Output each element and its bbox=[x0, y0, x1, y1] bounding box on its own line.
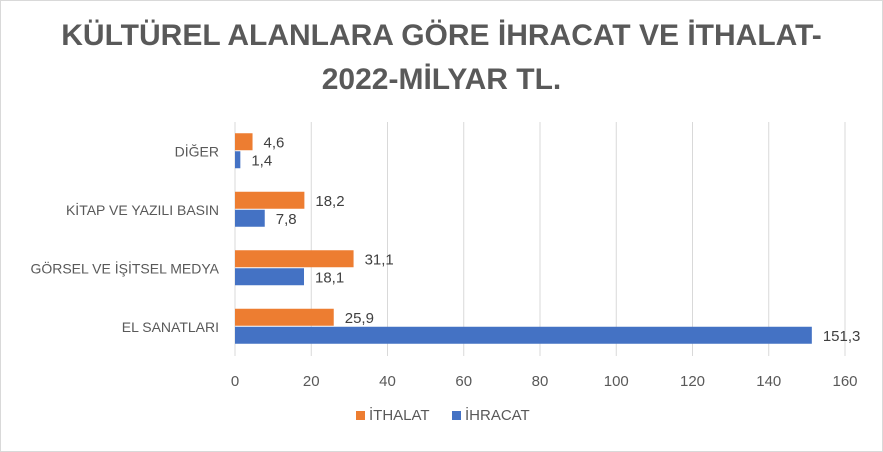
data-label-ihracat: 1,4 bbox=[251, 152, 272, 169]
data-label-ihracat: 7,8 bbox=[276, 211, 297, 228]
data-label-ithalat: 31,1 bbox=[365, 251, 394, 268]
category-label: EL SANATLARI bbox=[122, 319, 219, 335]
bar-ihracat bbox=[235, 209, 265, 227]
data-label-ihracat: 18,1 bbox=[315, 269, 344, 286]
bar-ihracat bbox=[235, 151, 241, 169]
bar-ihracat bbox=[235, 326, 812, 344]
bar-ithalat bbox=[235, 250, 354, 268]
bar-ithalat bbox=[235, 133, 253, 151]
x-tick-label: 100 bbox=[604, 373, 629, 390]
x-tick-label: 140 bbox=[756, 373, 781, 390]
x-tick-label: 20 bbox=[303, 373, 320, 390]
category-label: GÖRSEL VE İŞİTSEL MEDYA bbox=[30, 259, 219, 276]
x-tick-label: 120 bbox=[680, 373, 705, 390]
chart-title-line-2: 2022-MİLYAR TL. bbox=[321, 63, 562, 96]
data-label-ithalat: 18,2 bbox=[315, 193, 344, 210]
x-tick-label: 0 bbox=[231, 373, 239, 390]
x-tick-label: 80 bbox=[532, 373, 549, 390]
x-tick-label: 160 bbox=[832, 373, 857, 390]
x-tick-label: 40 bbox=[379, 373, 396, 390]
category-label: DİĞER bbox=[175, 142, 219, 159]
data-label-ithalat: 25,9 bbox=[345, 310, 374, 327]
data-label-ithalat: 4,6 bbox=[264, 134, 285, 151]
legend-label: İHRACAT bbox=[465, 406, 530, 424]
data-label-ihracat: 151,3 bbox=[823, 328, 861, 345]
legend-swatch bbox=[452, 411, 461, 420]
bar-ihracat bbox=[235, 268, 305, 286]
legend-label: İTHALAT bbox=[369, 406, 430, 424]
chart-title-line-1: KÜLTÜREL ALANLARA GÖRE İHRACAT VE İTHALA… bbox=[61, 19, 822, 52]
bar-ithalat bbox=[235, 308, 334, 326]
chart-title: KÜLTÜREL ALANLARA GÖRE İHRACAT VE İTHALA… bbox=[0, 14, 883, 102]
category-label: KİTAP VE YAZILI BASIN bbox=[66, 201, 219, 218]
bar-ithalat bbox=[235, 191, 305, 209]
legend-swatch bbox=[356, 411, 365, 420]
x-tick-label: 60 bbox=[455, 373, 472, 390]
